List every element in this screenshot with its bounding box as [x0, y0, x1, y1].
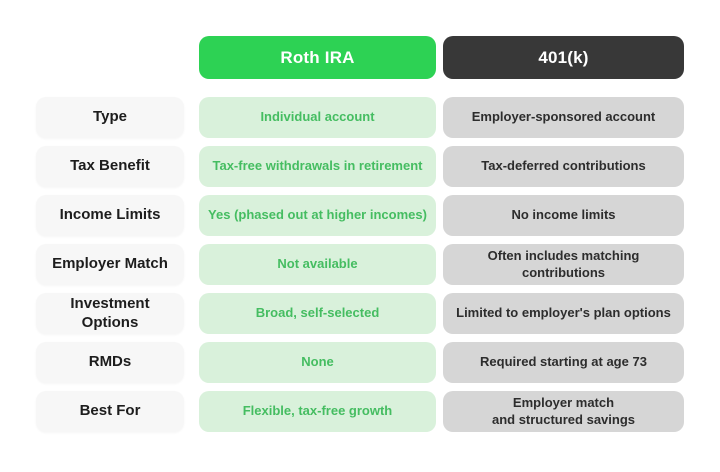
401k-cell: Tax-deferred contributions	[443, 146, 684, 187]
401k-cell: Required starting at age 73	[443, 342, 684, 383]
table-header-row: Roth IRA 401(k)	[36, 36, 684, 79]
401k-cell: Employer match and structured savings	[443, 391, 684, 432]
401k-cell: Employer-sponsored account	[443, 97, 684, 138]
row-label: RMDs	[36, 342, 184, 383]
401k-cell: Often includes matching contributions	[443, 244, 684, 285]
row-label: Tax Benefit	[36, 146, 184, 187]
table-row-rmds: RMDs None Required starting at age 73	[36, 342, 684, 383]
row-label: Employer Match	[36, 244, 184, 285]
table-row-type: Type Individual account Employer-sponsor…	[36, 97, 684, 138]
table-row-tax-benefit: Tax Benefit Tax-free withdrawals in reti…	[36, 146, 684, 187]
roth-ira-header-pill: Roth IRA	[199, 36, 436, 79]
table-row-investment-options: Investment Options Broad, self-selected …	[36, 293, 684, 334]
roth-ira-header-label: Roth IRA	[280, 47, 355, 67]
roth-cell: Individual account	[199, 97, 436, 138]
row-label: Investment Options	[36, 293, 184, 334]
row-label: Income Limits	[36, 195, 184, 236]
401k-header-pill: 401(k)	[443, 36, 684, 79]
roth-cell: Broad, self-selected	[199, 293, 436, 334]
roth-cell: Flexible, tax-free growth	[199, 391, 436, 432]
table-row-best-for: Best For Flexible, tax-free growth Emplo…	[36, 391, 684, 432]
roth-cell: Not available	[199, 244, 436, 285]
roth-cell: Tax-free withdrawals in retirement	[199, 146, 436, 187]
roth-cell: Yes (phased out at higher incomes)	[199, 195, 436, 236]
comparison-table: Roth IRA 401(k) Type Individual account …	[36, 36, 684, 440]
row-label: Type	[36, 97, 184, 138]
401k-cell: Limited to employer's plan options	[443, 293, 684, 334]
table-row-employer-match: Employer Match Not available Often inclu…	[36, 244, 684, 285]
table-row-income-limits: Income Limits Yes (phased out at higher …	[36, 195, 684, 236]
401k-header-label: 401(k)	[538, 47, 589, 67]
401k-cell: No income limits	[443, 195, 684, 236]
row-label: Best For	[36, 391, 184, 432]
header-spacer	[36, 36, 184, 79]
roth-cell: None	[199, 342, 436, 383]
